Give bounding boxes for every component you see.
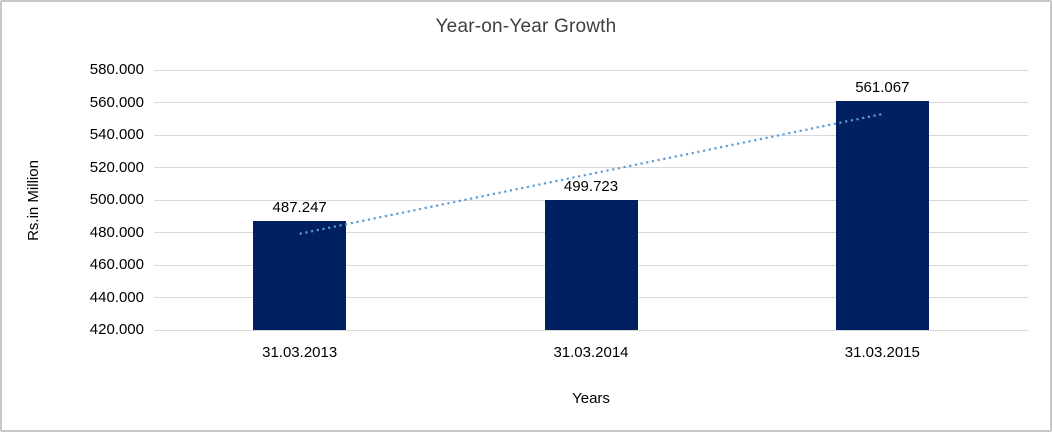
data-label: 561.067	[855, 78, 910, 96]
gridline	[154, 329, 1028, 331]
gridline	[154, 134, 1028, 136]
x-tick-label: 31.03.2013	[262, 344, 338, 361]
gridline	[154, 167, 1028, 168]
y-tick-label: 540.000	[89, 126, 144, 143]
y-tick-label: 440.000	[89, 288, 144, 306]
trendline-path	[299, 112, 883, 235]
bar-31.03.2014	[544, 200, 638, 330]
bar-31.03.2015	[835, 100, 929, 330]
y-tick-label: 580.000	[89, 61, 144, 78]
y-tick-label: 560.000	[89, 93, 144, 111]
gridline	[154, 199, 1028, 201]
chart-title: Year-on-Year Growth	[435, 16, 617, 37]
y-tick-label: 460.000	[89, 256, 144, 273]
data-label: 487.247	[272, 198, 327, 216]
y-tick-label: 420.000	[89, 321, 144, 338]
gridline	[154, 69, 1028, 71]
x-axis-title: Years	[572, 390, 610, 407]
gridline	[154, 102, 1028, 103]
y-tick-label: 520.000	[89, 158, 144, 176]
data-label: 499.723	[563, 178, 619, 196]
y-tick-label: 480.000	[89, 223, 144, 241]
bar-31.03.2013	[253, 220, 347, 330]
x-tick-label: 31.03.2014	[553, 344, 629, 361]
y-tick-label: 500.000	[89, 191, 144, 208]
plot-area	[154, 69, 1028, 331]
x-tick-label: 31.03.2015	[844, 344, 920, 361]
trendline	[299, 112, 883, 235]
